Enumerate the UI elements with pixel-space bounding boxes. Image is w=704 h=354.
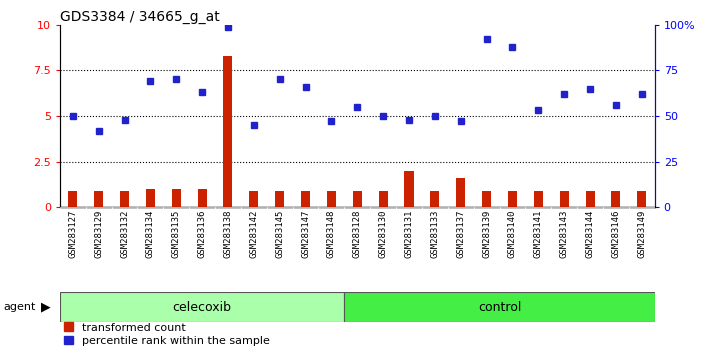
Bar: [560, 191, 569, 207]
Bar: [223, 56, 232, 207]
Bar: [86, 207, 111, 292]
Bar: [611, 191, 620, 207]
Text: ▶: ▶: [41, 301, 51, 314]
Text: GSM283127: GSM283127: [68, 210, 77, 258]
Bar: [344, 292, 655, 322]
Bar: [500, 207, 525, 292]
Bar: [551, 207, 577, 292]
Text: GSM283143: GSM283143: [560, 210, 569, 258]
Bar: [525, 207, 551, 292]
Text: GSM283131: GSM283131: [405, 210, 413, 258]
Bar: [163, 207, 189, 292]
Bar: [68, 191, 77, 207]
Text: control: control: [478, 301, 521, 314]
Bar: [637, 191, 646, 207]
Text: GDS3384 / 34665_g_at: GDS3384 / 34665_g_at: [60, 10, 220, 24]
Bar: [215, 207, 241, 292]
Legend: transformed count, percentile rank within the sample: transformed count, percentile rank withi…: [60, 318, 275, 350]
Text: GSM283140: GSM283140: [508, 210, 517, 258]
Bar: [137, 207, 163, 292]
Bar: [146, 189, 155, 207]
Bar: [198, 189, 206, 207]
Bar: [318, 207, 344, 292]
Bar: [534, 191, 543, 207]
Bar: [629, 207, 655, 292]
Text: GSM283133: GSM283133: [430, 210, 439, 258]
Bar: [448, 207, 474, 292]
Text: GSM283146: GSM283146: [611, 210, 620, 258]
Text: GSM283128: GSM283128: [353, 210, 362, 258]
Text: GSM283145: GSM283145: [275, 210, 284, 258]
Bar: [111, 207, 137, 292]
Text: GSM283144: GSM283144: [586, 210, 595, 258]
Bar: [353, 191, 362, 207]
Bar: [586, 191, 595, 207]
Text: GSM283132: GSM283132: [120, 210, 129, 258]
Bar: [327, 191, 336, 207]
Bar: [301, 191, 310, 207]
Bar: [94, 191, 103, 207]
Bar: [275, 191, 284, 207]
Bar: [241, 207, 267, 292]
Bar: [577, 207, 603, 292]
Text: celecoxib: celecoxib: [172, 301, 232, 314]
Text: GSM283134: GSM283134: [146, 210, 155, 258]
Text: GSM283138: GSM283138: [223, 210, 232, 258]
Text: GSM283149: GSM283149: [637, 210, 646, 258]
Text: GSM283141: GSM283141: [534, 210, 543, 258]
Bar: [120, 191, 129, 207]
Text: GSM283148: GSM283148: [327, 210, 336, 258]
Bar: [482, 191, 491, 207]
Bar: [189, 207, 215, 292]
Bar: [370, 207, 396, 292]
Bar: [60, 207, 86, 292]
Bar: [379, 191, 388, 207]
Text: GSM283142: GSM283142: [249, 210, 258, 258]
Bar: [344, 207, 370, 292]
Text: GSM283129: GSM283129: [94, 210, 103, 258]
Bar: [603, 207, 629, 292]
Bar: [293, 207, 318, 292]
Text: GSM283137: GSM283137: [456, 210, 465, 258]
Text: GSM283135: GSM283135: [172, 210, 181, 258]
Text: GSM283139: GSM283139: [482, 210, 491, 258]
Bar: [60, 292, 344, 322]
Bar: [430, 191, 439, 207]
Bar: [249, 191, 258, 207]
Bar: [474, 207, 500, 292]
Bar: [396, 207, 422, 292]
Bar: [405, 171, 413, 207]
Text: GSM283130: GSM283130: [379, 210, 388, 258]
Bar: [422, 207, 448, 292]
Bar: [508, 191, 517, 207]
Text: GSM283147: GSM283147: [301, 210, 310, 258]
Text: agent: agent: [4, 302, 36, 312]
Bar: [172, 189, 181, 207]
Bar: [267, 207, 293, 292]
Bar: [456, 178, 465, 207]
Text: GSM283136: GSM283136: [198, 210, 206, 258]
